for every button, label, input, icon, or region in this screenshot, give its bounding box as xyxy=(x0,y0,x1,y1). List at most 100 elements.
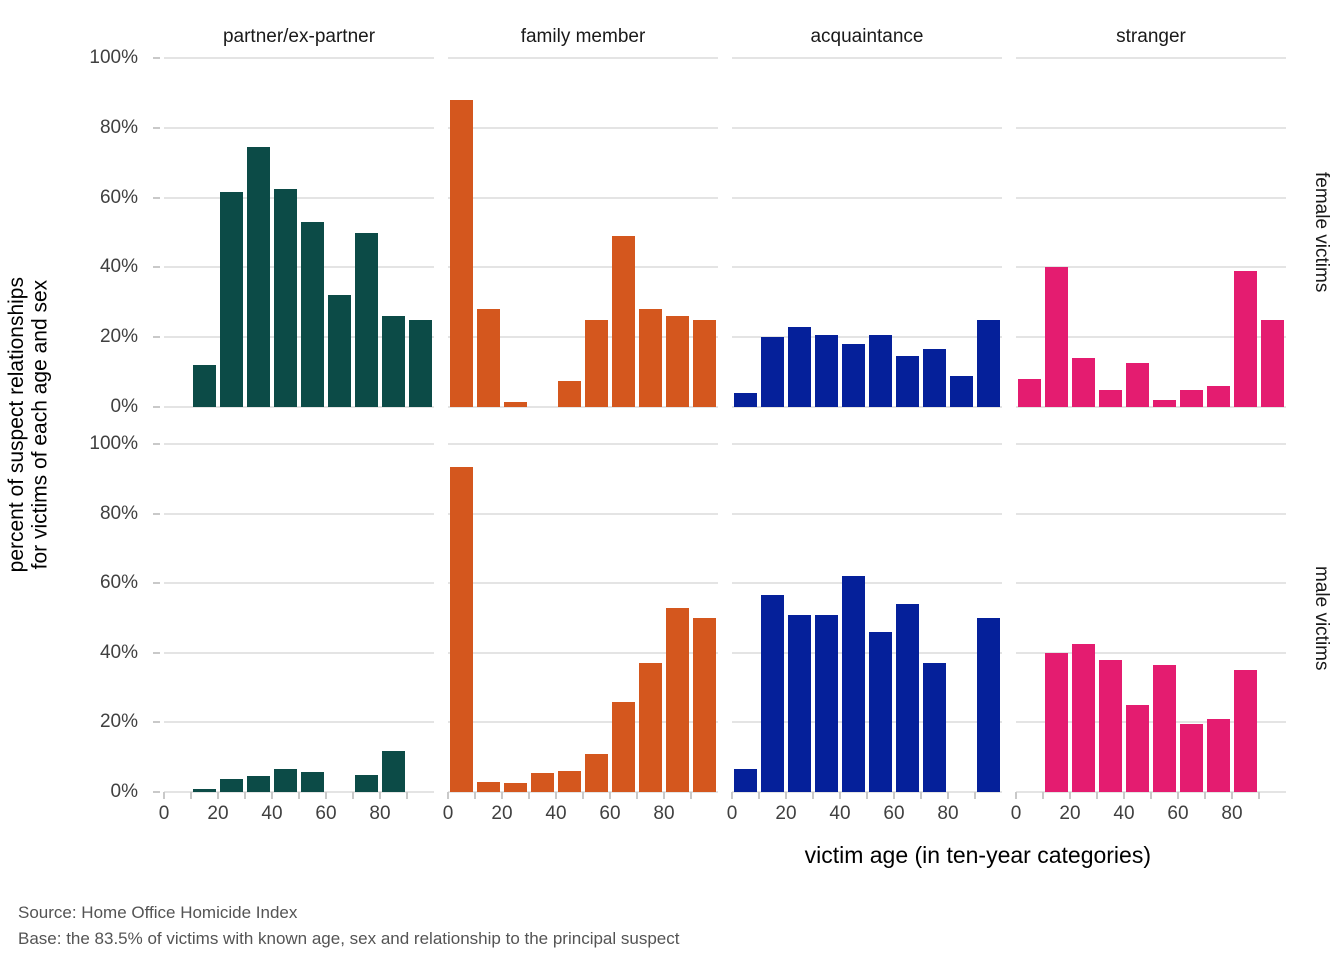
bar xyxy=(381,316,406,407)
bar xyxy=(354,232,379,407)
bar xyxy=(841,344,866,407)
x-tick-label: 0 xyxy=(158,803,170,824)
x-tick-mark xyxy=(474,792,476,799)
gridline xyxy=(732,196,1002,199)
gridline xyxy=(448,512,718,515)
bar xyxy=(273,769,298,792)
bar xyxy=(814,335,839,407)
gridline xyxy=(164,721,434,724)
facet-title-acquaintance: acquaintance xyxy=(810,26,924,47)
facet-strip-female-label: female victims xyxy=(1311,172,1332,293)
gridline xyxy=(1016,406,1286,408)
bar xyxy=(408,319,433,407)
y-tick-mark xyxy=(153,266,160,269)
x-tick-mark xyxy=(379,792,381,799)
facet-title-stranger: stranger xyxy=(1116,26,1186,47)
x-tick-mark xyxy=(636,792,638,799)
bar xyxy=(638,309,663,407)
x-tick-mark xyxy=(1231,792,1233,799)
x-tick-label: 60 xyxy=(1167,803,1189,824)
y-tick-label: 60% xyxy=(99,572,138,594)
gridline xyxy=(448,651,718,654)
bar xyxy=(733,393,758,407)
bar xyxy=(1206,386,1231,407)
y-axis-title-text: percent of suspect relationships for vic… xyxy=(5,277,52,572)
x-tick-label: 40 xyxy=(545,803,567,824)
bar xyxy=(584,753,609,792)
gridline xyxy=(1016,266,1286,269)
bar xyxy=(976,319,1001,407)
x-tick-mark xyxy=(690,792,692,799)
x-tick-mark xyxy=(271,792,273,799)
x-tick-mark xyxy=(501,792,503,799)
x-tick-mark xyxy=(1015,792,1017,799)
bar xyxy=(503,783,528,792)
bar xyxy=(219,779,244,792)
bar xyxy=(1179,389,1204,407)
y-tick-mark xyxy=(153,126,160,129)
bar xyxy=(868,335,893,407)
x-tick-label: 0 xyxy=(442,803,454,824)
panel-male-partner: 0 20 40 60 80 xyxy=(159,443,434,824)
x-tick-label: 20 xyxy=(775,803,797,824)
y-tick-label: 80% xyxy=(99,116,138,138)
gridline xyxy=(448,266,718,269)
gridline xyxy=(1016,57,1286,59)
panel-female-family xyxy=(448,57,718,408)
y-tick-mark xyxy=(153,196,160,199)
bar xyxy=(1098,389,1123,407)
caption-source: Source: Home Office Homicide Index xyxy=(18,903,298,922)
bar xyxy=(611,236,636,407)
panel-male-family: 0 20 40 60 80 xyxy=(443,443,718,824)
x-tick-mark xyxy=(555,792,557,799)
x-tick-mark xyxy=(582,792,584,799)
x-tick-label: 20 xyxy=(207,803,229,824)
bar xyxy=(476,781,501,792)
gridline xyxy=(448,126,718,129)
y-tick-mark xyxy=(153,582,160,585)
bar xyxy=(381,750,406,792)
y-tick-mark xyxy=(153,336,160,339)
facet-title-partner: partner/ex-partner xyxy=(222,26,376,47)
x-tick-mark xyxy=(812,792,814,799)
gridline xyxy=(448,196,718,199)
x-tick-mark xyxy=(244,792,246,799)
y-tick-mark xyxy=(153,57,160,59)
gridline xyxy=(164,266,434,269)
gridline xyxy=(164,651,434,654)
x-tick-mark xyxy=(352,792,354,799)
x-tick-mark xyxy=(1096,792,1098,799)
x-tick-mark xyxy=(163,792,165,799)
bar xyxy=(192,788,217,792)
x-tick-mark xyxy=(298,792,300,799)
bar xyxy=(584,319,609,407)
x-tick-label: 40 xyxy=(829,803,851,824)
gridline xyxy=(1016,126,1286,129)
y-tick-mark xyxy=(153,791,160,793)
bar xyxy=(976,618,1001,792)
bar xyxy=(1125,363,1150,407)
panel-female-partner xyxy=(164,57,434,408)
x-tick-label: 0 xyxy=(1010,803,1022,824)
gridline xyxy=(732,512,1002,515)
gridline xyxy=(164,57,434,59)
bar xyxy=(192,365,217,407)
bar xyxy=(300,222,325,407)
bar xyxy=(638,663,663,792)
bar xyxy=(354,774,379,792)
x-tick-mark xyxy=(839,792,841,799)
y-tick-label: 40% xyxy=(99,641,138,663)
bar xyxy=(895,356,920,407)
x-tick-mark xyxy=(974,792,976,799)
gridline xyxy=(164,443,434,445)
y-tick-label: 0% xyxy=(110,781,138,802)
x-tick-mark xyxy=(447,792,449,799)
bar xyxy=(1044,267,1069,407)
bar xyxy=(503,401,528,407)
bar xyxy=(611,701,636,792)
x-tick-label: 20 xyxy=(1059,803,1081,824)
x-tick-mark xyxy=(947,792,949,799)
gridline xyxy=(732,651,1002,654)
gridline xyxy=(164,336,434,339)
x-tick-mark xyxy=(1042,792,1044,799)
